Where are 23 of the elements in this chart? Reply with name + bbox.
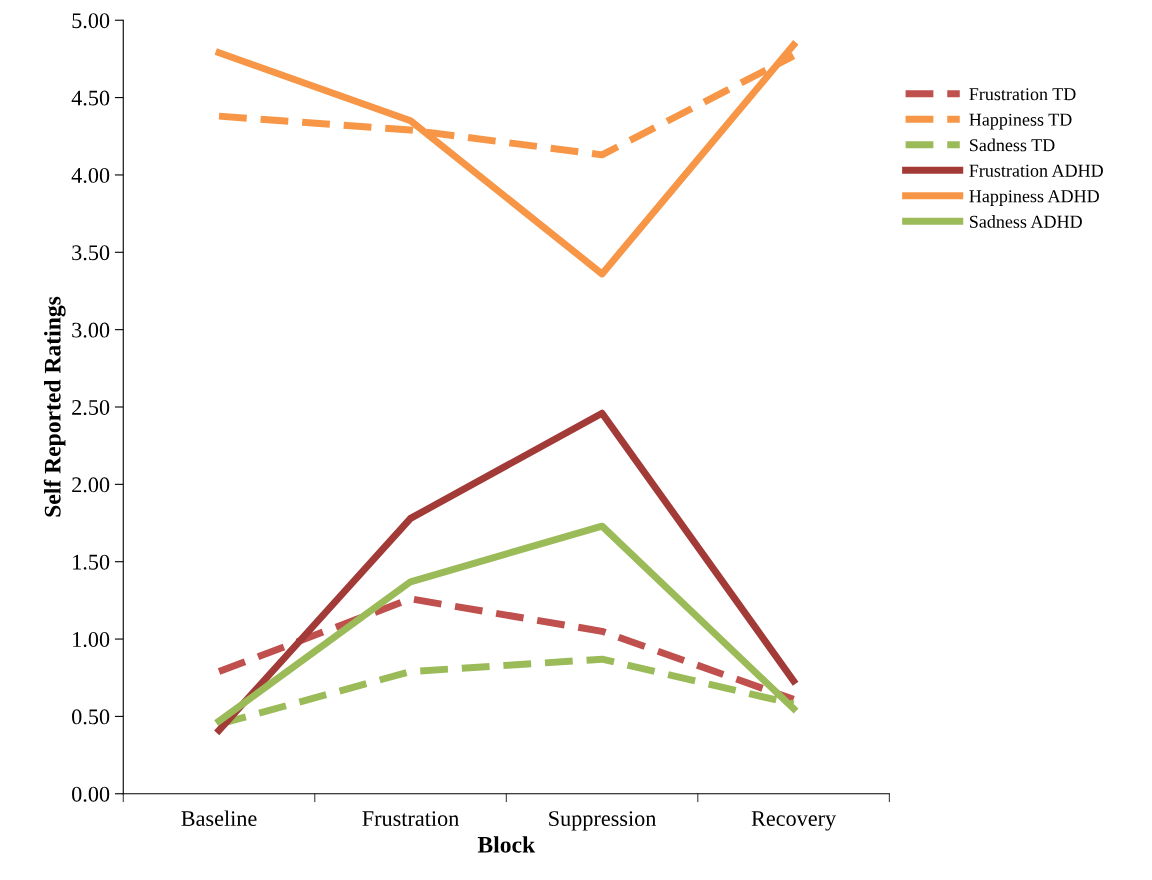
x-tick-label: Suppression — [549, 811, 657, 831]
y-tick-label: 3.50 — [72, 245, 110, 261]
y-tick-label: 3.00 — [72, 322, 110, 338]
y-tick-label: 1.50 — [73, 554, 110, 570]
y-tick-label: 4.00 — [71, 167, 110, 183]
legend-label: Happiness TD — [969, 113, 1072, 130]
y-tick-label: 2.00 — [72, 477, 110, 493]
legend-label: Happiness ADHD — [969, 190, 1099, 206]
y-axis-title: Self Reported Ratings — [43, 296, 66, 517]
y-tick-label: 5.00 — [72, 13, 110, 29]
x-tick-label: Recovery — [751, 811, 837, 831]
y-tick-label: 2.50 — [72, 399, 110, 416]
x-axis-title: Block — [477, 836, 536, 853]
x-tick-label: Frustration — [362, 811, 459, 827]
legend-label: Frustration TD — [969, 88, 1076, 101]
y-tick-label: 0.50 — [72, 709, 110, 725]
legend-label: Sadness TD — [970, 138, 1055, 152]
legend-label: Sadness ADHD — [970, 215, 1082, 228]
y-tick-label: 4.50 — [71, 90, 110, 106]
y-tick-label: 1.00 — [73, 631, 110, 648]
legend-label: Frustration ADHD — [969, 164, 1103, 177]
y-tick-label: 0.00 — [72, 786, 110, 802]
x-tick-label: Baseline — [181, 810, 257, 827]
